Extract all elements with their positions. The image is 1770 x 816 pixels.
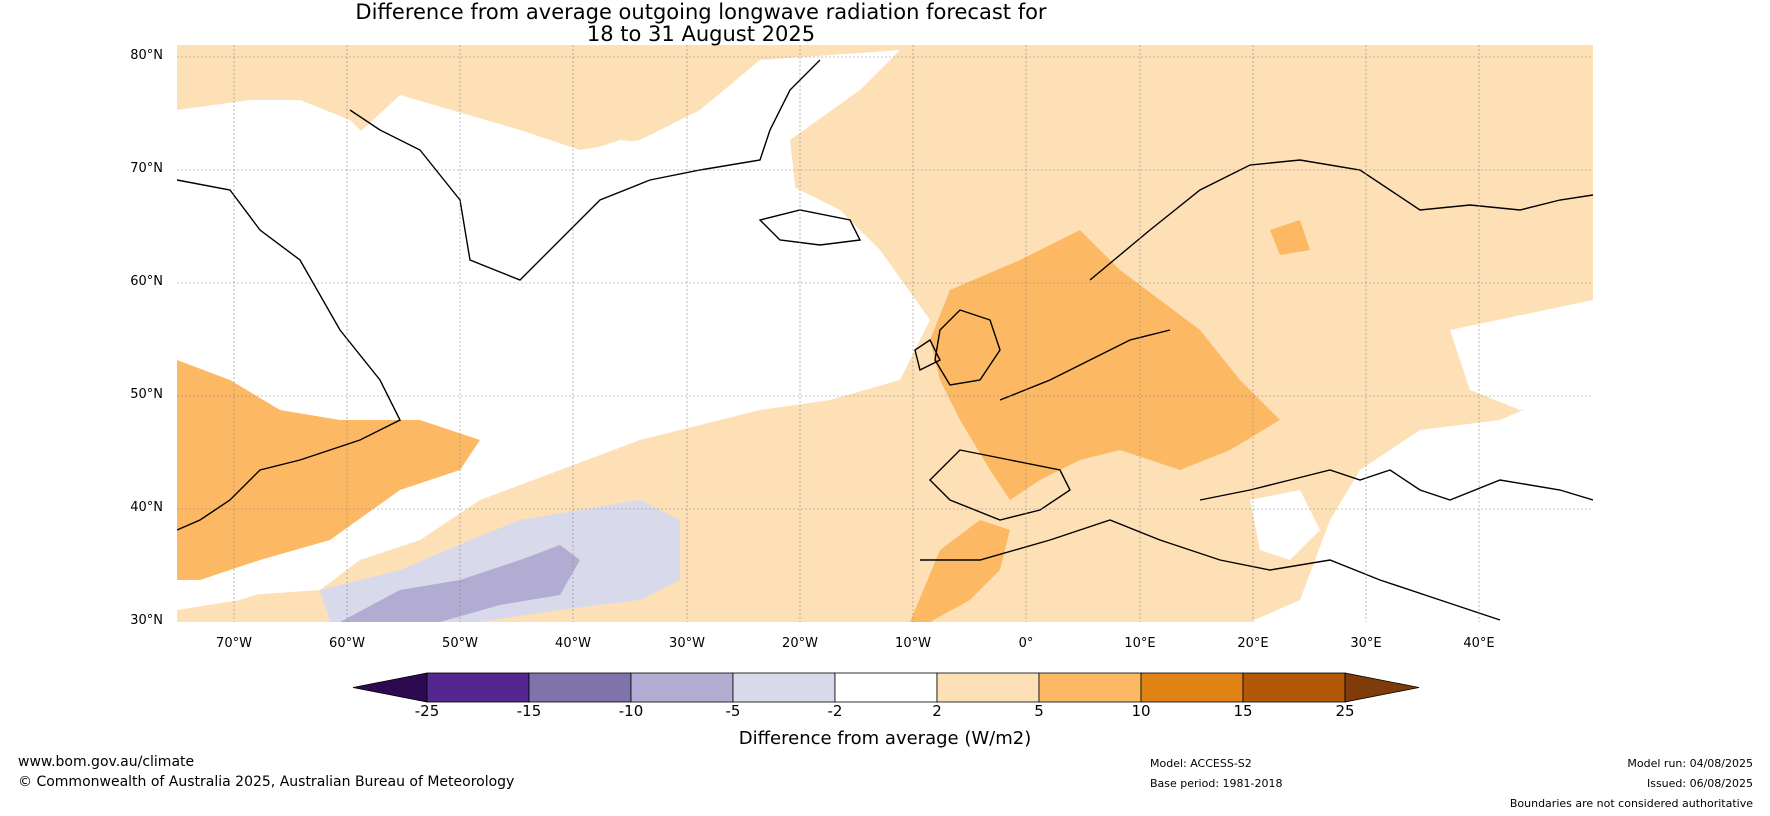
base-period-text: Base period: 1981-2018 — [1150, 777, 1283, 790]
anomaly-region-neutral-atlantic — [177, 50, 900, 610]
lon-label: 40°E — [1463, 636, 1495, 651]
colorbar-tick-label: 5 — [1034, 702, 1044, 720]
colorbar-swatch — [426, 672, 530, 703]
lat-label: 60°N — [130, 274, 163, 289]
model-run-text: Model run: 04/08/2025 — [1627, 757, 1753, 770]
chart-title-line-1: Difference from average outgoing longwav… — [355, 0, 1047, 24]
copyright-text: © Commonwealth of Australia 2025, Austra… — [18, 774, 515, 790]
lon-label: 40°W — [555, 636, 591, 651]
lat-label: 40°N — [130, 500, 163, 515]
lon-label: 10°W — [895, 636, 931, 651]
colorbar-swatch — [732, 672, 836, 703]
lon-label: 50°W — [442, 636, 478, 651]
colorbar-tick-label: -15 — [516, 702, 542, 720]
lon-label: 30°W — [669, 636, 705, 651]
lon-label: 20°W — [782, 636, 818, 651]
colorbar-tick-label: 15 — [1233, 702, 1253, 720]
colorbar — [352, 672, 1420, 703]
colorbar-swatch — [1038, 672, 1142, 703]
anomaly-region-5-10-africa — [910, 520, 1010, 622]
lon-label: 0° — [1018, 636, 1034, 651]
colorbar-extend-min — [352, 672, 428, 703]
website-link[interactable]: www.bom.gov.au/climate — [18, 754, 195, 770]
colorbar-swatch — [1140, 672, 1244, 703]
model-text: Model: ACCESS-S2 — [1150, 757, 1252, 770]
colorbar-swatch — [936, 672, 1040, 703]
anomaly-region-neutral-ne — [1450, 300, 1593, 410]
colorbar-swatch — [834, 672, 938, 703]
anomaly-region-5-10-finland — [1270, 220, 1310, 255]
disclaimer-text: Boundaries are not considered authoritat… — [1509, 797, 1753, 810]
chart-title-line-2: 18 to 31 August 2025 — [586, 22, 816, 46]
anomaly-region-5-10-europe — [930, 230, 1280, 500]
lon-label: 30°E — [1350, 636, 1382, 651]
colorbar-tick-label: 2 — [932, 702, 942, 720]
colorbar-tick-label: 25 — [1335, 702, 1355, 720]
anomaly-region-neutral-greece — [1250, 490, 1320, 560]
colorbar-swatch — [630, 672, 734, 703]
colorbar-tick-label: -5 — [725, 702, 741, 720]
colorbar-swatch — [528, 672, 632, 703]
anomaly-region-neg5-neg10 — [340, 545, 580, 622]
lat-label: 80°N — [130, 48, 163, 63]
colorbar-tick-label: -25 — [414, 702, 440, 720]
lon-label: 20°E — [1237, 636, 1269, 651]
graticule — [177, 45, 1593, 622]
lon-label: 60°W — [329, 636, 365, 651]
colorbar-swatch — [1242, 672, 1346, 703]
anomaly-region-5-10-america — [177, 360, 480, 580]
colorbar-tick-label: -10 — [618, 702, 644, 720]
lon-label: 10°E — [1124, 636, 1156, 651]
lon-label: 70°W — [216, 636, 252, 651]
issued-text: Issued: 06/08/2025 — [1646, 777, 1753, 790]
colorbar-label: Difference from average (W/m2) — [738, 728, 1032, 749]
colorbar-tick-label: -2 — [827, 702, 843, 720]
lat-label: 30°N — [130, 613, 163, 628]
lat-label: 50°N — [130, 387, 163, 402]
lat-label: 70°N — [130, 161, 163, 176]
colorbar-tick-label: 10 — [1131, 702, 1151, 720]
anomaly-region-2-5 — [177, 45, 1593, 622]
colorbar-extend-max — [1344, 672, 1420, 703]
